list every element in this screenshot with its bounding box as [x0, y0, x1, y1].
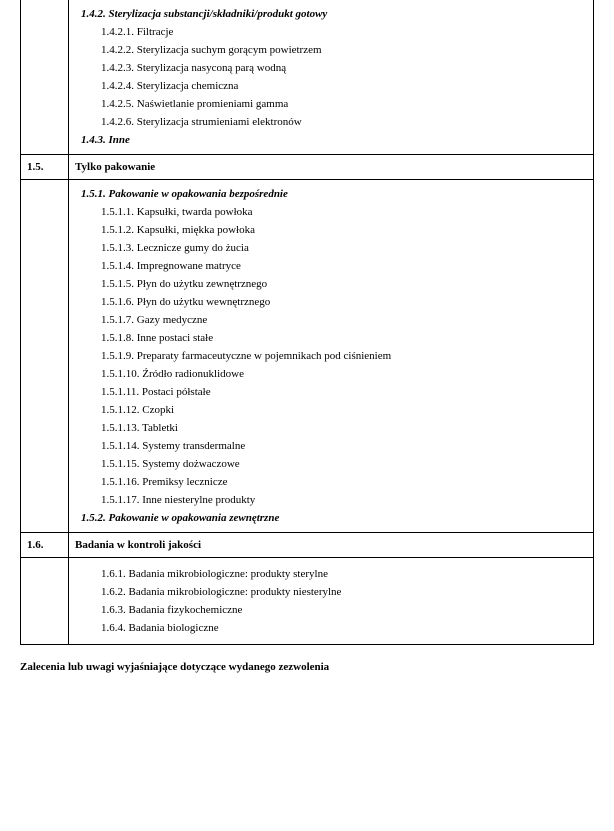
numcell-142 [21, 0, 69, 155]
item-15113: 1.5.1.13. Tabletki [101, 422, 587, 434]
item-163: 1.6.3. Badania fizykochemiczne [101, 604, 587, 616]
item-15110: 1.5.1.10. Źródło radionuklidowe [101, 368, 587, 380]
item-1424: 1.4.2.4. Sterylizacja chemiczna [101, 80, 587, 92]
item-15116: 1.5.1.16. Premiksy lecznicze [101, 476, 587, 488]
item-15117: 1.5.1.17. Inne niesterylne produkty [101, 494, 587, 506]
item-1512: 1.5.1.2. Kapsułki, miękka powłoka [101, 224, 587, 236]
outline-table: 1.4.2. Sterylizacja substancji/składniki… [20, 0, 594, 645]
item-1423: 1.4.2.3. Sterylizacja nasyconą parą wodn… [101, 62, 587, 74]
heading-151: 1.5.1. Pakowanie w opakowania bezpośredn… [81, 188, 587, 200]
bodycell-16: 1.6.1. Badania mikrobiologiczne: produkt… [69, 558, 594, 645]
heading-142: 1.4.2. Sterylizacja substancji/składniki… [81, 8, 587, 20]
item-1426: 1.4.2.6. Sterylizacja strumieniami elekt… [101, 116, 587, 128]
item-1513: 1.5.1.3. Lecznicze gumy do żucia [101, 242, 587, 254]
numcell-16body [21, 558, 69, 645]
item-1517: 1.5.1.7. Gazy medyczne [101, 314, 587, 326]
item-15114: 1.5.1.14. Systemy transdermalne [101, 440, 587, 452]
item-1519: 1.5.1.9. Preparaty farmaceutyczne w poje… [101, 350, 587, 362]
heading-143: 1.4.3. Inne [81, 134, 587, 146]
titlecell-16: Badania w kontroli jakości [69, 533, 594, 558]
item-164: 1.6.4. Badania biologiczne [101, 622, 587, 634]
item-1516: 1.5.1.6. Płyn do użytku wewnętrznego [101, 296, 587, 308]
item-15112: 1.5.1.12. Czopki [101, 404, 587, 416]
heading-152: 1.5.2. Pakowanie w opakowania zewnętrzne [81, 512, 587, 524]
item-15111: 1.5.1.11. Postaci półstałe [101, 386, 587, 398]
item-1518: 1.5.1.8. Inne postaci stałe [101, 332, 587, 344]
numcell-16: 1.6. [21, 533, 69, 558]
num-15: 1.5. [27, 161, 44, 173]
num-16: 1.6. [27, 539, 44, 551]
numcell-151 [21, 180, 69, 533]
bodycell-142: 1.4.2. Sterylizacja substancji/składniki… [69, 0, 594, 155]
item-1511: 1.5.1.1. Kapsułki, twarda powłoka [101, 206, 587, 218]
footer-note: Zalecenia lub uwagi wyjaśniające dotyczą… [20, 661, 594, 673]
title-15: Tylko pakowanie [75, 161, 587, 173]
item-1422: 1.4.2.2. Sterylizacja suchym gorącym pow… [101, 44, 587, 56]
item-161: 1.6.1. Badania mikrobiologiczne: produkt… [101, 568, 587, 580]
item-1515: 1.5.1.5. Płyn do użytku zewnętrznego [101, 278, 587, 290]
title-16: Badania w kontroli jakości [75, 539, 587, 551]
bodycell-151: 1.5.1. Pakowanie w opakowania bezpośredn… [69, 180, 594, 533]
item-1421: 1.4.2.1. Filtracje [101, 26, 587, 38]
item-1514: 1.5.1.4. Impregnowane matryce [101, 260, 587, 272]
item-15115: 1.5.1.15. Systemy dożwaczowe [101, 458, 587, 470]
item-1425: 1.4.2.5. Naświetlanie promieniami gamma [101, 98, 587, 110]
titlecell-15: Tylko pakowanie [69, 155, 594, 180]
item-162: 1.6.2. Badania mikrobiologiczne: produkt… [101, 586, 587, 598]
numcell-15: 1.5. [21, 155, 69, 180]
